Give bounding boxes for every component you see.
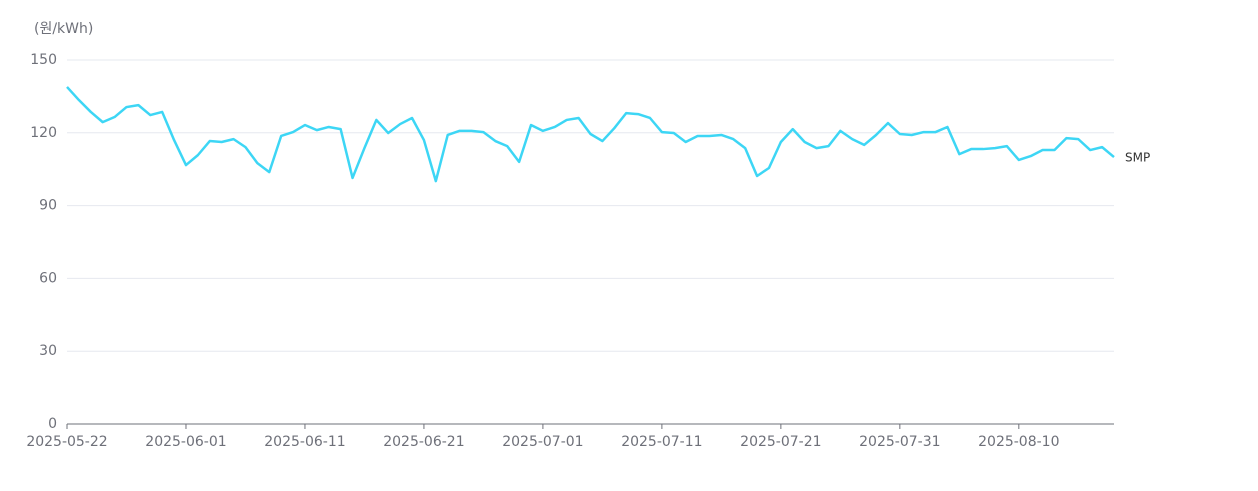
x-tick-label: 2025-06-01 [145, 434, 226, 450]
x-tick-label: 2025-07-11 [621, 434, 702, 450]
x-tick-label: 2025-07-01 [502, 434, 583, 450]
x-tick-label: 2025-08-10 [978, 434, 1059, 450]
y-tick-label: 0 [48, 416, 57, 432]
y-tick-label: 60 [39, 270, 57, 286]
x-tick-label: 2025-06-21 [383, 434, 464, 450]
x-tick-label: 2025-07-31 [859, 434, 940, 450]
y-tick-label: 120 [30, 125, 57, 141]
y-axis-label: (원/kWh) [34, 21, 93, 37]
x-tick-label: 2025-07-21 [740, 434, 821, 450]
x-tick-label: 2025-06-11 [264, 434, 345, 450]
y-tick-label: 150 [30, 52, 57, 68]
y-tick-label: 30 [39, 343, 57, 359]
x-tick-label: 2025-05-22 [26, 434, 107, 450]
series-label: SMP [1125, 151, 1150, 165]
y-tick-label: 90 [39, 198, 57, 214]
data-line [66, 86, 1115, 183]
